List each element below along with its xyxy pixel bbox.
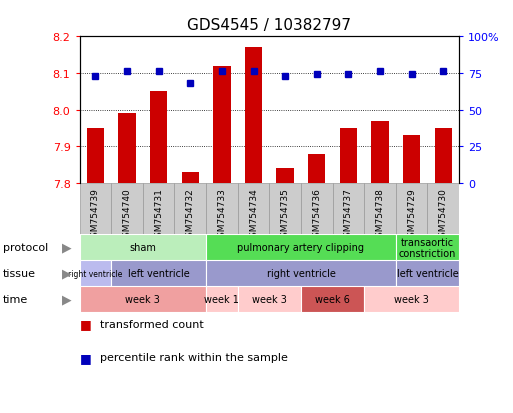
Bar [396, 235, 459, 261]
Bar [174, 184, 206, 235]
Bar [150, 92, 167, 184]
Bar [182, 173, 199, 184]
Text: GSM754732: GSM754732 [186, 188, 195, 242]
Text: GSM754733: GSM754733 [218, 188, 226, 242]
Bar [213, 66, 230, 184]
Text: GSM754739: GSM754739 [91, 188, 100, 242]
Bar [308, 154, 325, 184]
Bar [80, 261, 111, 286]
Bar [396, 184, 427, 235]
Text: left ventricle: left ventricle [397, 268, 459, 278]
Bar [277, 169, 294, 184]
Bar [301, 286, 364, 312]
Bar [206, 261, 396, 286]
Text: sham: sham [129, 243, 156, 253]
Text: ■: ■ [80, 318, 91, 331]
Title: GDS4545 / 10382797: GDS4545 / 10382797 [187, 18, 351, 33]
Text: GSM754738: GSM754738 [376, 188, 385, 242]
Text: tissue: tissue [3, 268, 35, 278]
Bar [80, 235, 206, 261]
Text: ▶: ▶ [62, 292, 71, 306]
Bar [435, 129, 452, 184]
Text: transaortic
constriction: transaortic constriction [399, 237, 456, 259]
Text: GSM754737: GSM754737 [344, 188, 353, 242]
Bar [80, 286, 206, 312]
Bar [87, 129, 104, 184]
Text: left ventricle: left ventricle [128, 268, 189, 278]
Bar [371, 121, 389, 184]
Text: right ventricle: right ventricle [267, 268, 336, 278]
Text: pulmonary artery clipping: pulmonary artery clipping [238, 243, 364, 253]
Bar [269, 184, 301, 235]
Text: GSM754735: GSM754735 [281, 188, 290, 242]
Bar [143, 184, 174, 235]
Bar [119, 114, 135, 184]
Bar [403, 136, 420, 184]
Bar [427, 184, 459, 235]
Bar [396, 261, 459, 286]
Bar [364, 184, 396, 235]
Text: GSM754729: GSM754729 [407, 188, 416, 242]
Text: week 3: week 3 [394, 294, 429, 304]
Text: ▶: ▶ [62, 267, 71, 280]
Text: protocol: protocol [3, 243, 48, 253]
Text: GSM754731: GSM754731 [154, 188, 163, 242]
Bar [111, 261, 206, 286]
Text: week 3: week 3 [252, 294, 287, 304]
Text: week 1: week 1 [205, 294, 239, 304]
Text: right ventricle: right ventricle [68, 269, 123, 278]
Bar [364, 286, 459, 312]
Bar [238, 286, 301, 312]
Bar [206, 235, 396, 261]
Bar [245, 48, 262, 184]
Bar [80, 184, 111, 235]
Text: GSM754730: GSM754730 [439, 188, 448, 242]
Bar [238, 184, 269, 235]
Text: GSM754736: GSM754736 [312, 188, 321, 242]
Text: ■: ■ [80, 351, 91, 364]
Text: week 3: week 3 [125, 294, 160, 304]
Bar [332, 184, 364, 235]
Text: percentile rank within the sample: percentile rank within the sample [100, 352, 288, 362]
Text: transformed count: transformed count [100, 319, 204, 329]
Bar [301, 184, 332, 235]
Text: week 6: week 6 [315, 294, 350, 304]
Text: time: time [3, 294, 28, 304]
Bar [340, 129, 357, 184]
Text: ▶: ▶ [62, 241, 71, 254]
Text: GSM754740: GSM754740 [123, 188, 131, 242]
Bar [206, 184, 238, 235]
Bar [206, 286, 238, 312]
Bar [111, 184, 143, 235]
Text: GSM754734: GSM754734 [249, 188, 258, 242]
